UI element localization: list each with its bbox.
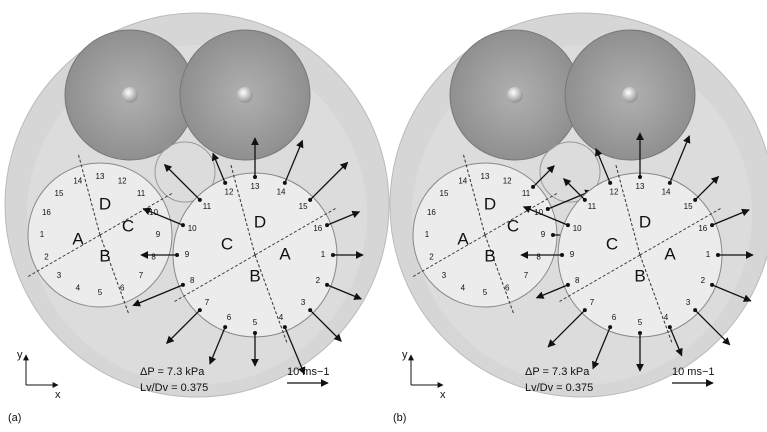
point-number: 2 <box>701 276 706 285</box>
point-number: 14 <box>662 187 671 196</box>
point-number: 2 <box>429 252 434 261</box>
point-number: 3 <box>57 271 62 280</box>
knob <box>122 87 138 103</box>
point-number: 12 <box>225 187 234 196</box>
sector-letter: C <box>221 234 233 253</box>
point-number: 7 <box>590 298 595 307</box>
point-number: 8 <box>190 276 195 285</box>
point-number: 6 <box>120 284 125 293</box>
point-number: 1 <box>706 250 711 259</box>
point-number: 2 <box>316 276 321 285</box>
axis-label: x <box>440 389 446 401</box>
point-number: 5 <box>638 318 643 327</box>
point-number: 6 <box>505 284 510 293</box>
point-number: 16 <box>42 208 51 217</box>
point-number: 8 <box>151 252 156 261</box>
sector-letter: D <box>99 194 111 213</box>
sector-letter: B <box>634 266 645 285</box>
scale-label: 10 ms−1 <box>287 366 330 378</box>
point-number: 11 <box>137 189 146 198</box>
point-number: 4 <box>76 284 81 293</box>
point-number: 15 <box>440 189 449 198</box>
point-number: 7 <box>524 271 529 280</box>
sector-letter: C <box>507 216 519 235</box>
ratio: Lv/Dv = 0.375 <box>525 382 593 394</box>
knob <box>622 87 638 103</box>
panel-label: (b) <box>393 412 406 424</box>
point-number: 13 <box>96 172 105 181</box>
point-number: 1 <box>40 230 45 239</box>
point-number: 15 <box>55 189 64 198</box>
point-number: 2 <box>44 252 49 261</box>
panels: 12345678910111213141516ABCD1234567891011… <box>5 13 767 424</box>
point-number: 9 <box>185 250 190 259</box>
scale-label: 10 ms−1 <box>672 366 715 378</box>
point-number: 11 <box>203 202 212 211</box>
point-number: 15 <box>299 202 308 211</box>
point-number: 14 <box>277 187 286 196</box>
panel: 12345678910111213141516ABCD1234567891011… <box>5 13 389 424</box>
point-number: 15 <box>684 202 693 211</box>
point-number: 8 <box>536 252 541 261</box>
axis-label: y <box>402 349 408 361</box>
point-number: 1 <box>321 250 326 259</box>
point-number: 9 <box>570 250 575 259</box>
panel-label: (a) <box>8 412 21 424</box>
sector-letter: D <box>254 212 266 231</box>
point-number: 4 <box>279 313 284 322</box>
point-number: 7 <box>205 298 210 307</box>
point-number: 13 <box>251 182 260 191</box>
point-number: 11 <box>588 202 597 211</box>
point-number: 12 <box>610 187 619 196</box>
pressure: ΔP = 7.3 kPa <box>140 366 205 378</box>
point-number: 4 <box>664 313 669 322</box>
sector-letter: B <box>99 246 110 265</box>
point-number: 3 <box>686 298 691 307</box>
point-number: 13 <box>636 182 645 191</box>
sector-letter: A <box>279 244 291 263</box>
ratio: Lv/Dv = 0.375 <box>140 382 208 394</box>
point-number: 16 <box>313 224 322 233</box>
point-number: 16 <box>698 224 707 233</box>
point-number: 9 <box>541 230 546 239</box>
point-number: 6 <box>227 313 232 322</box>
sector-letter: A <box>457 229 469 248</box>
point-number: 12 <box>503 177 512 186</box>
axis-label: y <box>17 349 23 361</box>
point-number: 10 <box>188 224 197 233</box>
knob <box>507 87 523 103</box>
point-number: 1 <box>425 230 430 239</box>
point-number: 5 <box>98 288 103 297</box>
point-number: 12 <box>118 177 127 186</box>
point-number: 16 <box>427 208 436 217</box>
sector-letter: C <box>606 234 618 253</box>
point-number: 4 <box>461 284 466 293</box>
point-number: 11 <box>522 189 531 198</box>
sector-letter: B <box>249 266 260 285</box>
point-number: 3 <box>301 298 306 307</box>
sector-letter: A <box>664 244 676 263</box>
sector-letter: C <box>122 216 134 235</box>
panel: 12345678910111213141516ABCD1234567891011… <box>390 13 767 424</box>
point-number: 5 <box>253 318 258 327</box>
knob <box>237 87 253 103</box>
pressure: ΔP = 7.3 kPa <box>525 366 590 378</box>
sector-letter: B <box>484 246 495 265</box>
point-number: 14 <box>73 177 82 186</box>
axis-label: x <box>55 389 61 401</box>
point-number: 3 <box>442 271 447 280</box>
figure: 12345678910111213141516ABCD1234567891011… <box>0 0 767 432</box>
point-number: 13 <box>481 172 490 181</box>
point-number: 10 <box>573 224 582 233</box>
sector-letter: A <box>72 229 84 248</box>
sector-letter: D <box>484 194 496 213</box>
sector-letter: D <box>639 212 651 231</box>
point-number: 5 <box>483 288 488 297</box>
point-number: 7 <box>139 271 144 280</box>
point-number: 6 <box>612 313 617 322</box>
point-number: 9 <box>156 230 161 239</box>
point-number: 14 <box>458 177 467 186</box>
point-number: 8 <box>575 276 580 285</box>
